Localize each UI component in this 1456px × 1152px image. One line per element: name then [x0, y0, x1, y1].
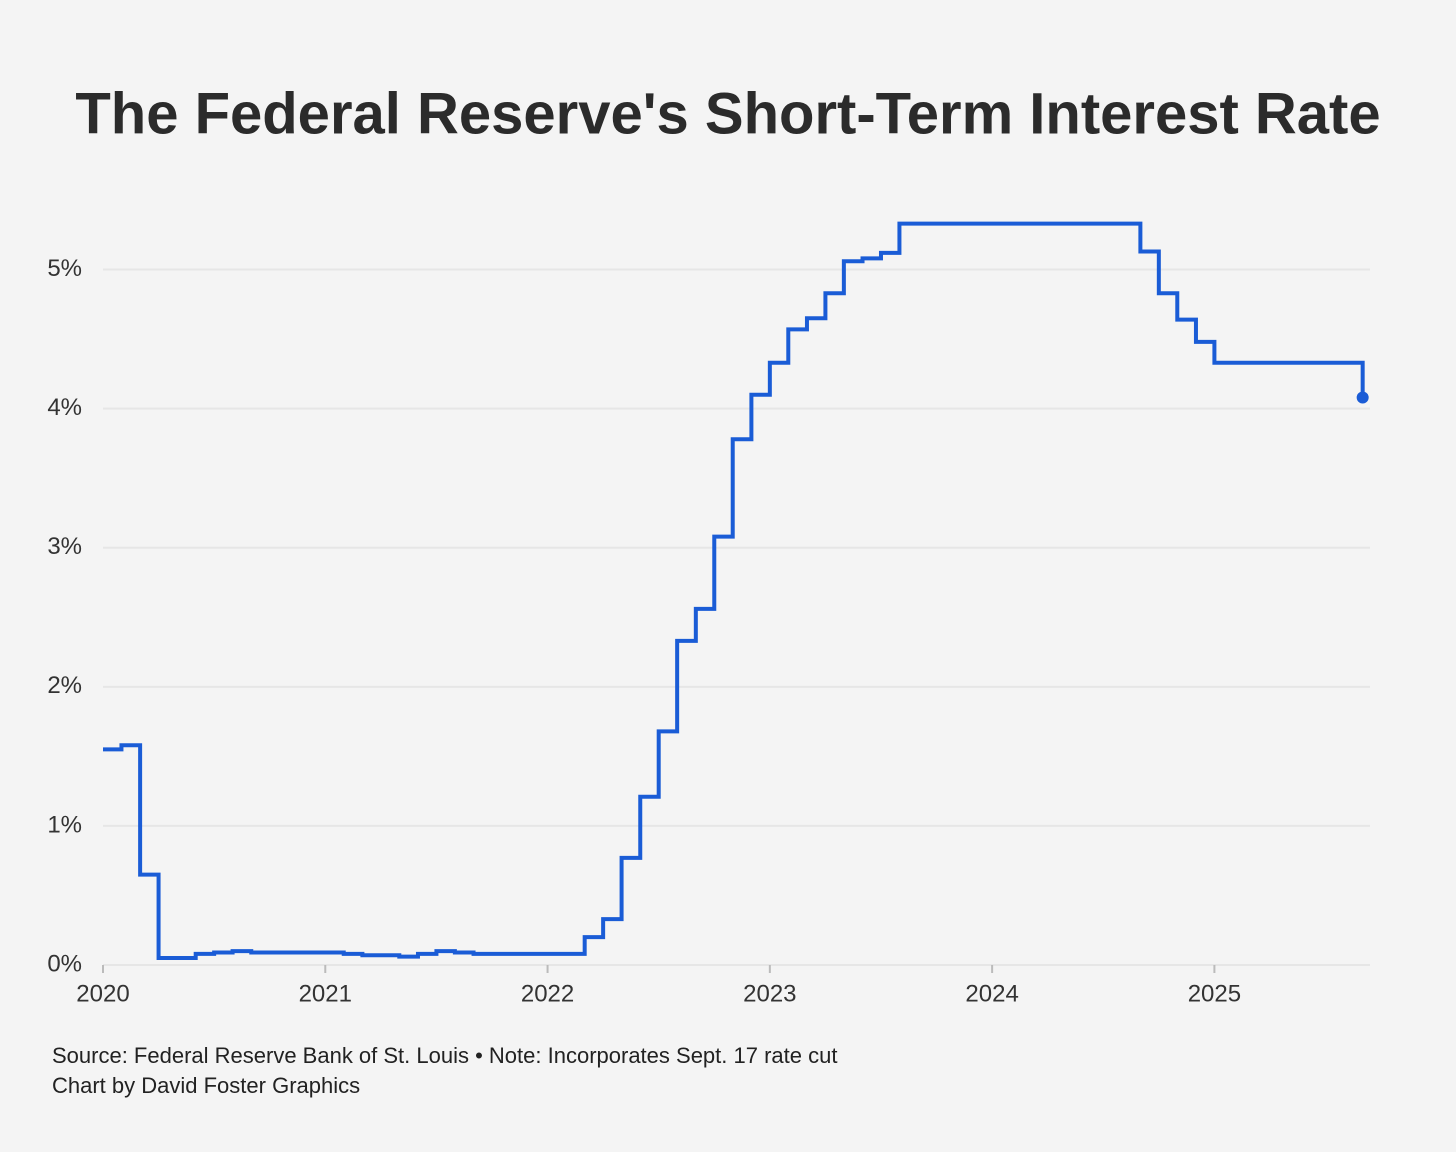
x-tick-label: 2020 — [76, 980, 129, 1007]
rate-line — [103, 221, 1365, 961]
x-tick-label: 2025 — [1188, 980, 1241, 1007]
x-tick-label: 2021 — [299, 980, 352, 1007]
x-tick-label: 2023 — [743, 980, 796, 1007]
y-tick-label: 1% — [47, 811, 82, 838]
y-tick-label: 0% — [47, 950, 82, 977]
x-tick-label: 2022 — [521, 980, 574, 1007]
y-tick-label: 3% — [47, 533, 82, 560]
latest-point — [1356, 391, 1369, 404]
chart-title: The Federal Reserve's Short-Term Interes… — [75, 81, 1380, 146]
y-tick-label: 4% — [47, 394, 82, 421]
y-tick-label: 2% — [47, 672, 82, 699]
source-note: Source: Federal Reserve Bank of St. Loui… — [52, 1043, 837, 1068]
credit-note: Chart by David Foster Graphics — [52, 1073, 360, 1098]
y-tick-label: 5% — [47, 255, 82, 282]
x-tick-label: 2024 — [965, 980, 1018, 1007]
